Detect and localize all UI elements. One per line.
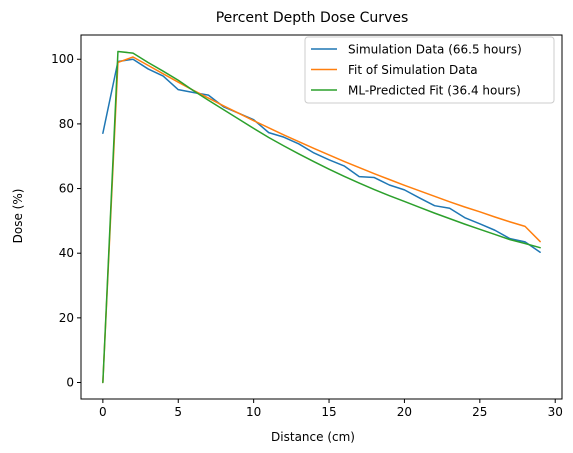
x-tick-label: 15	[321, 405, 336, 419]
x-tick-label: 25	[472, 405, 487, 419]
x-tick-label: 0	[99, 405, 107, 419]
series-line-3	[102, 50, 541, 384]
y-tick-label: 60	[59, 182, 74, 196]
chart-title: Percent Depth Dose Curves	[216, 10, 409, 26]
x-axis-label: Distance (cm)	[271, 430, 355, 444]
y-tick-label: 100	[51, 52, 74, 66]
legend-label-3: ML-Predicted Fit (36.4 hours)	[348, 84, 521, 98]
series-layer	[102, 50, 541, 384]
y-tick-label: 80	[59, 117, 74, 131]
series-line-2	[102, 56, 541, 384]
legend-frame	[304, 36, 555, 104]
y-tick-label: 20	[59, 311, 74, 325]
x-axis: 0 5 10 15 20 25 30	[99, 399, 563, 419]
x-tick-label: 5	[174, 405, 182, 419]
x-tick-label: 30	[548, 405, 563, 419]
series-line-1	[102, 58, 541, 253]
y-axis-label: Dose (%)	[11, 189, 25, 244]
plot-frame	[80, 34, 563, 400]
y-tick-label: 0	[66, 376, 74, 390]
legend-label-2: Fit of Simulation Data	[348, 63, 478, 77]
y-axis: 0 20 40 60 80 100	[51, 52, 81, 390]
x-tick-label: 10	[246, 405, 261, 419]
y-tick-label: 40	[59, 246, 74, 260]
legend-label-1: Simulation Data (66.5 hours)	[348, 43, 522, 57]
legend: Simulation Data (66.5 hours) Fit of Simul…	[304, 36, 555, 104]
x-tick-label: 20	[397, 405, 412, 419]
